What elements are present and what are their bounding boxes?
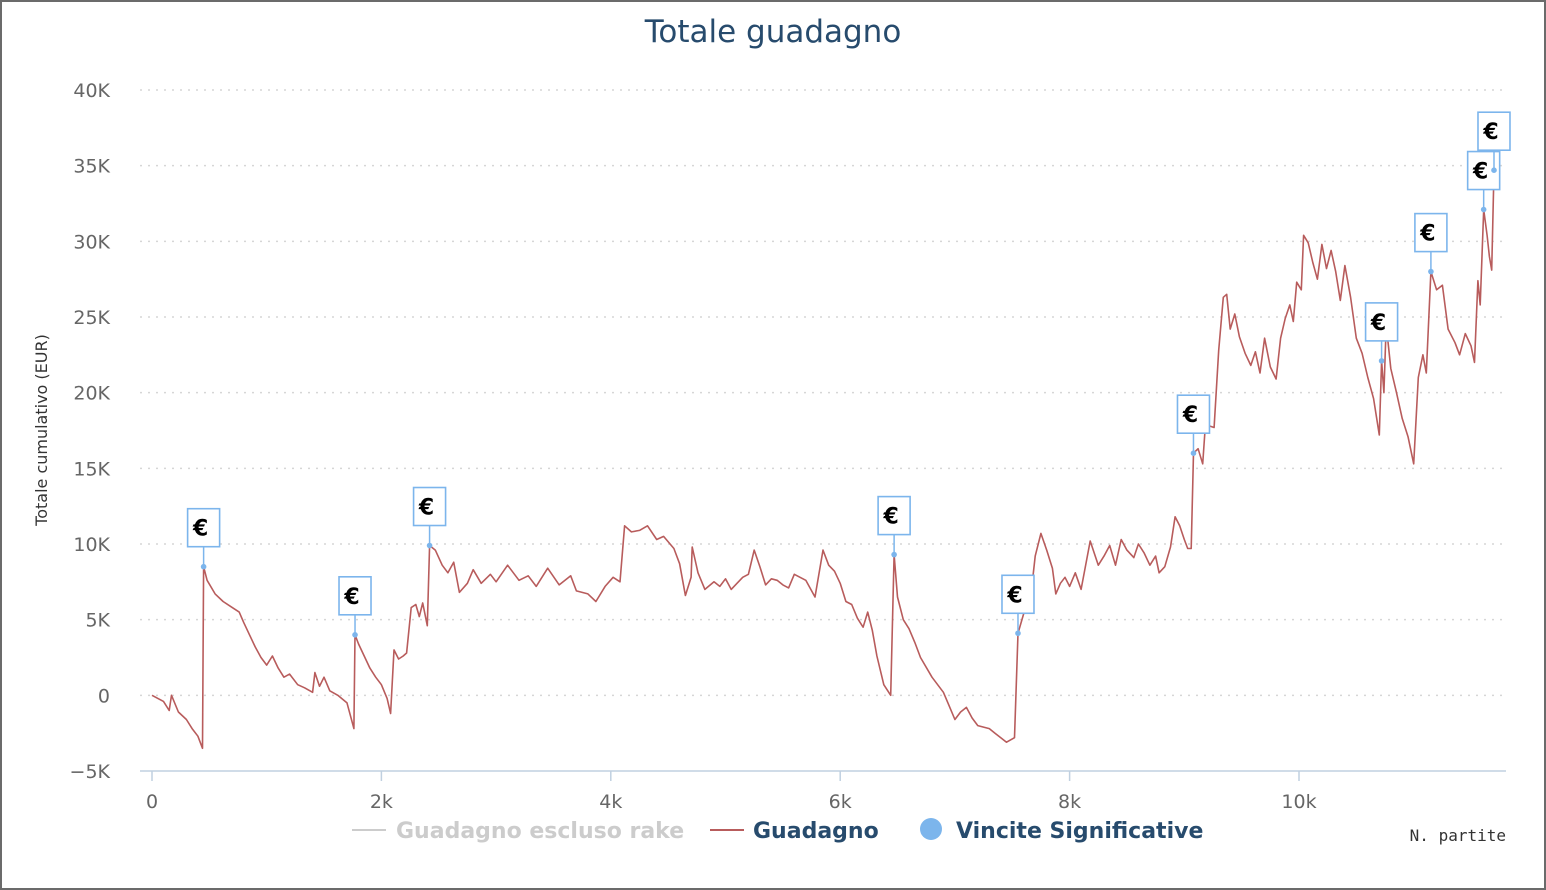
y-tick-label: 35K <box>73 156 110 178</box>
flag-label: € <box>1419 222 1435 247</box>
y-axis-label: Totale cumulativo (EUR) <box>32 334 51 527</box>
flag-point <box>1428 268 1434 275</box>
y-tick-label: 30K <box>73 231 110 253</box>
flag-vincita[interactable]: € <box>877 495 911 558</box>
y-tick-label: 10K <box>73 534 110 556</box>
y-tick-label: 15K <box>73 458 110 480</box>
x-tick-label: 10k <box>1281 791 1316 813</box>
flag-box <box>1477 111 1511 152</box>
y-axis-ticks: −5K 0 5K 10K 15K 20K 25K 30K 35K 40K <box>70 80 111 783</box>
series-line-guadagno[interactable] <box>151 170 1495 750</box>
legend-symbol-dot <box>920 818 942 840</box>
flag-point <box>1015 630 1021 637</box>
series-group <box>151 170 1495 750</box>
flag-label: € <box>1482 120 1498 145</box>
flag-label: € <box>192 517 208 542</box>
x-tick-label: 6k <box>829 791 852 813</box>
legend: Guadagno escluso rake Guadagno Vincite S… <box>352 818 1203 844</box>
flag-vincita[interactable]: € <box>338 575 372 638</box>
flag-label: € <box>418 496 434 521</box>
x-tick-label: 0 <box>146 791 158 813</box>
y-tick-label: 0 <box>98 685 110 707</box>
flags-group: € € € € € € € € € € <box>186 111 1511 638</box>
flag-box <box>412 486 447 527</box>
flag-vincita[interactable]: € <box>186 507 221 570</box>
flag-vincita[interactable]: € <box>1364 302 1399 364</box>
flag-label: € <box>1370 311 1386 336</box>
legend-item-guadagno[interactable]: Guadagno <box>710 819 879 844</box>
flag-point <box>1480 206 1487 213</box>
y-tick-label: 5K <box>85 610 110 632</box>
legend-label: Guadagno <box>753 819 879 844</box>
x-tick-label: 4k <box>599 791 622 813</box>
flag-vincita[interactable]: € <box>1466 150 1501 213</box>
flag-label: € <box>343 585 359 610</box>
x-tick-label: 8k <box>1058 791 1081 813</box>
flag-vincita[interactable]: € <box>1477 111 1511 174</box>
flag-point <box>200 563 207 570</box>
flag-box <box>338 575 372 616</box>
flag-vincita[interactable]: € <box>412 486 447 549</box>
y-tick-label: 25K <box>73 307 110 329</box>
flag-box <box>877 495 911 536</box>
flag-box <box>1414 212 1448 253</box>
flag-label: € <box>1006 583 1022 608</box>
legend-label: Guadagno escluso rake <box>396 819 684 844</box>
flag-box <box>186 507 221 548</box>
flag-label: € <box>1182 403 1198 428</box>
y-tick-label: −5K <box>70 761 111 783</box>
flag-point <box>426 542 433 549</box>
legend-item-guadagno-escluso-rake[interactable]: Guadagno escluso rake <box>352 819 684 844</box>
legend-item-vincite-significative[interactable]: Vincite Significative <box>920 818 1203 844</box>
flag-vincita[interactable]: € <box>1414 212 1448 275</box>
flag-point <box>352 632 358 638</box>
flag-label: € <box>1472 160 1488 185</box>
flag-vincita[interactable]: € <box>1176 394 1211 457</box>
flag-vincita[interactable]: € <box>1001 574 1035 637</box>
flag-point <box>1378 358 1385 364</box>
x-axis: 0 2k 4k 6k 8k 10k <box>140 770 1506 813</box>
x-tick-label: 2k <box>370 791 393 813</box>
flag-point <box>1491 167 1497 174</box>
flag-box <box>1176 394 1211 435</box>
flag-point <box>1190 450 1197 457</box>
chart-title: Totale guadagno <box>644 14 902 50</box>
legend-label: Vincite Significative <box>956 819 1203 844</box>
x-axis-label: N. partite <box>1410 826 1506 845</box>
flag-box <box>1364 302 1399 342</box>
flag-point <box>891 551 897 558</box>
y-tick-label: 40K <box>73 80 110 102</box>
y-tick-label: 20K <box>73 383 110 405</box>
flag-box <box>1001 574 1035 615</box>
flag-label: € <box>882 505 898 530</box>
